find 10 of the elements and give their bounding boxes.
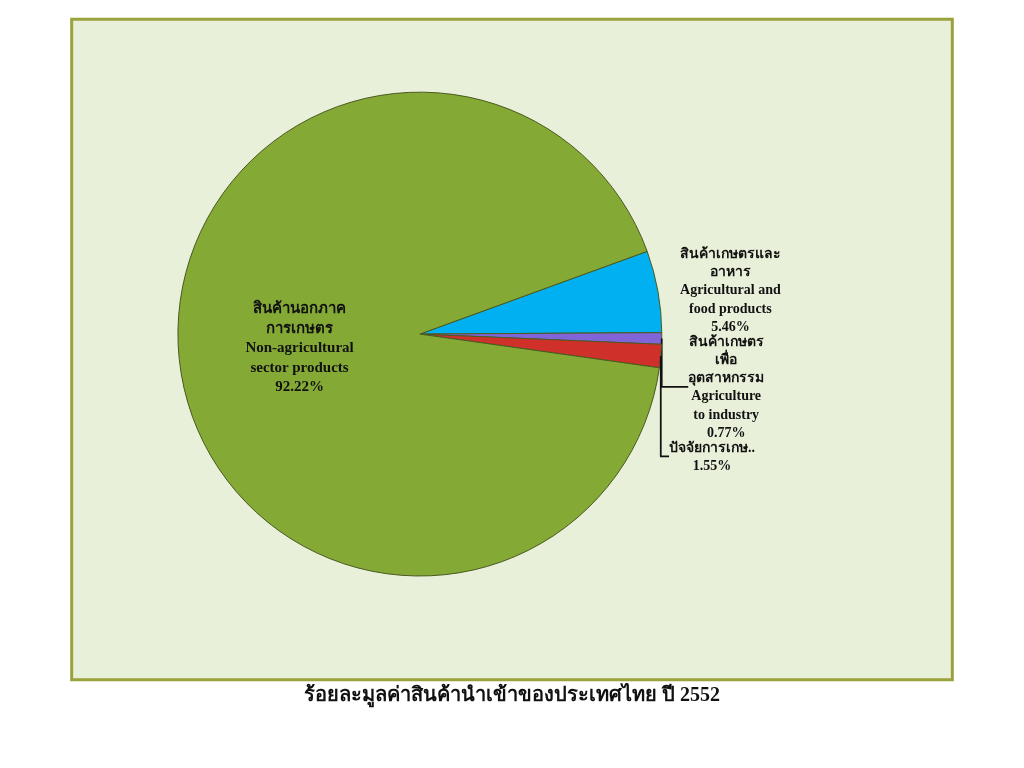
data-label: 92.22% [275,378,324,395]
slice-label: สินค้าเกษตร เพื่อ อุตสาหกรรม Agriculture to industry [688,333,765,422]
pie-slice [177,92,660,577]
text: ร้อยละมูลค่าสินค้านำเข้าของประเทศไทย ปี 2552 [304,682,720,708]
data-label: 5.46% [711,318,750,334]
data-label: 0.77% [706,424,746,440]
slice-label: สินค้าเกษตรและ อาหาร Agricultural and food products [679,246,781,316]
data-label: 1.55% [692,458,732,474]
slice-label: สินค้านอกภาค การเกษตร Non-agricultural sector products [245,299,354,375]
slice-label: ปัจจัยการเกษ.. [669,439,756,455]
